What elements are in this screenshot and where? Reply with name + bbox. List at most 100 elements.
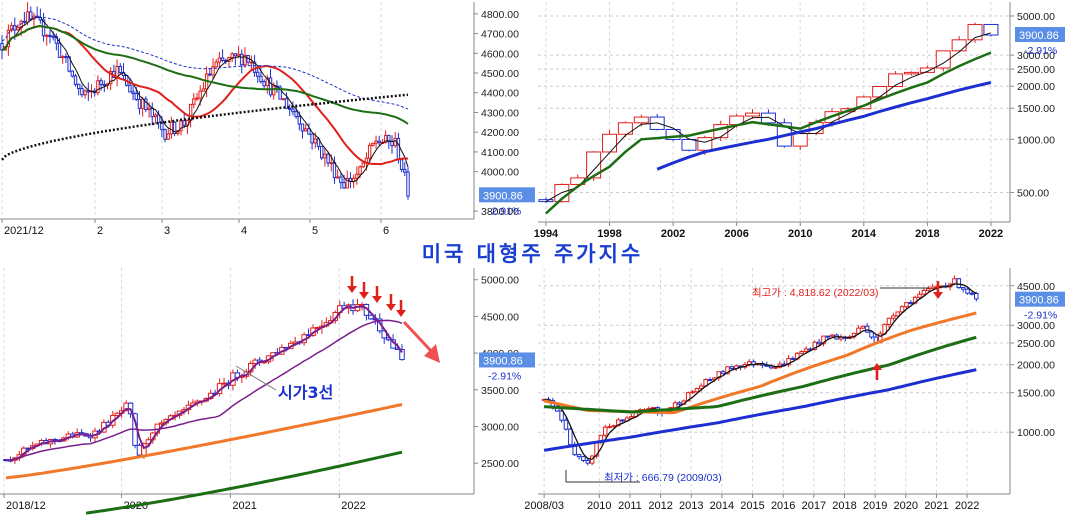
ma-90-line bbox=[1, 16, 409, 110]
candle bbox=[70, 70, 75, 78]
down-arrow-head bbox=[372, 296, 382, 303]
candle-body bbox=[602, 426, 608, 436]
candle-body bbox=[406, 171, 410, 197]
down-arrow-head bbox=[386, 304, 396, 311]
candle-body bbox=[220, 57, 225, 61]
candle-body bbox=[773, 366, 778, 369]
candle-body bbox=[611, 425, 617, 428]
candle bbox=[745, 109, 761, 119]
candle-body bbox=[745, 112, 761, 117]
candle-body bbox=[319, 145, 324, 159]
candle-body bbox=[864, 325, 870, 333]
candle-body bbox=[221, 382, 227, 385]
ma-200-line bbox=[1, 93, 409, 161]
ma-long-line bbox=[656, 81, 992, 171]
x-tick-label: 2021 bbox=[924, 500, 948, 512]
candle bbox=[304, 123, 308, 132]
candle bbox=[163, 128, 167, 143]
candle bbox=[86, 82, 91, 102]
candle-body bbox=[240, 53, 244, 66]
candle bbox=[576, 453, 582, 460]
candle bbox=[930, 283, 935, 291]
candle bbox=[786, 355, 791, 368]
candle-body bbox=[323, 153, 327, 159]
ma-mid-line bbox=[5, 319, 403, 461]
candle bbox=[563, 417, 569, 431]
candle bbox=[886, 317, 892, 328]
candle bbox=[339, 172, 343, 190]
candle-body bbox=[904, 302, 909, 308]
candle-body bbox=[153, 114, 158, 118]
ma-5-line bbox=[1, 16, 409, 183]
candle-body bbox=[716, 371, 721, 379]
candle bbox=[602, 424, 608, 438]
candle-body bbox=[672, 402, 678, 409]
candle bbox=[335, 169, 340, 179]
annotation-leader bbox=[235, 365, 277, 391]
candle-body bbox=[294, 111, 298, 117]
candle-body bbox=[935, 50, 951, 69]
candle bbox=[799, 350, 804, 354]
candle bbox=[803, 346, 809, 353]
ma-short-line bbox=[545, 32, 992, 203]
candle-body bbox=[816, 341, 822, 345]
candle-body bbox=[860, 325, 866, 329]
candle bbox=[821, 335, 826, 347]
candle-body bbox=[140, 98, 145, 109]
y-tick-label: 2500.00 bbox=[1017, 338, 1055, 350]
candle bbox=[665, 128, 681, 142]
monthly-chart: 5000.00 3000.00 2500.00 2000.00 1500.00 1000.… bbox=[534, 2, 1065, 240]
candle-body bbox=[697, 137, 713, 151]
candle-body bbox=[281, 98, 286, 101]
candle-body bbox=[930, 286, 935, 290]
candle bbox=[960, 286, 966, 293]
candle bbox=[240, 49, 244, 74]
ma-orange-line bbox=[543, 311, 977, 415]
candle-body bbox=[383, 134, 388, 143]
candle-body bbox=[313, 138, 317, 144]
candle bbox=[48, 30, 52, 44]
candle-body bbox=[629, 416, 634, 419]
candle bbox=[581, 455, 586, 463]
candle-body bbox=[77, 83, 81, 90]
candle-body bbox=[607, 426, 612, 429]
candle-body bbox=[559, 410, 564, 421]
candle-body bbox=[48, 34, 52, 37]
candle-body bbox=[272, 85, 276, 96]
candle-body bbox=[886, 317, 892, 325]
candle-body bbox=[390, 141, 394, 147]
x-tick-label: 2002 bbox=[661, 228, 685, 240]
candle bbox=[694, 387, 700, 393]
change-label: -2.91% bbox=[1024, 45, 1057, 57]
candle bbox=[227, 56, 231, 68]
candle-body bbox=[99, 80, 103, 86]
x-tick-label: 5 bbox=[312, 225, 318, 237]
candle-body bbox=[399, 159, 404, 170]
x-tick-label: 2020 bbox=[894, 500, 918, 512]
x-tick-label: 2022 bbox=[979, 228, 1003, 240]
candle-body bbox=[265, 77, 270, 87]
x-tick-label: 2015 bbox=[740, 500, 764, 512]
candle bbox=[935, 50, 951, 72]
candle-body bbox=[13, 25, 17, 31]
x-tick-label: 2012 bbox=[648, 500, 672, 512]
weekly-chart: 5000.004500.004000.003500.003000.002500.… bbox=[0, 268, 535, 515]
candle-body bbox=[163, 129, 167, 140]
candle bbox=[256, 68, 260, 83]
x-tick-label: 2013 bbox=[679, 500, 703, 512]
candle bbox=[895, 311, 900, 317]
candle bbox=[917, 290, 922, 300]
last-price-label: 3900.86 bbox=[1019, 30, 1059, 42]
candle bbox=[589, 454, 595, 466]
candle-body bbox=[345, 177, 349, 189]
x-tick-label: 1994 bbox=[534, 228, 559, 240]
candle bbox=[559, 409, 564, 423]
candle bbox=[348, 172, 353, 189]
candle-body bbox=[919, 67, 935, 73]
candle-body bbox=[786, 357, 791, 366]
last-price-box bbox=[479, 187, 535, 203]
candle bbox=[649, 113, 665, 131]
candle-body bbox=[960, 287, 966, 290]
candle-body bbox=[57, 42, 62, 58]
candle bbox=[403, 162, 407, 177]
